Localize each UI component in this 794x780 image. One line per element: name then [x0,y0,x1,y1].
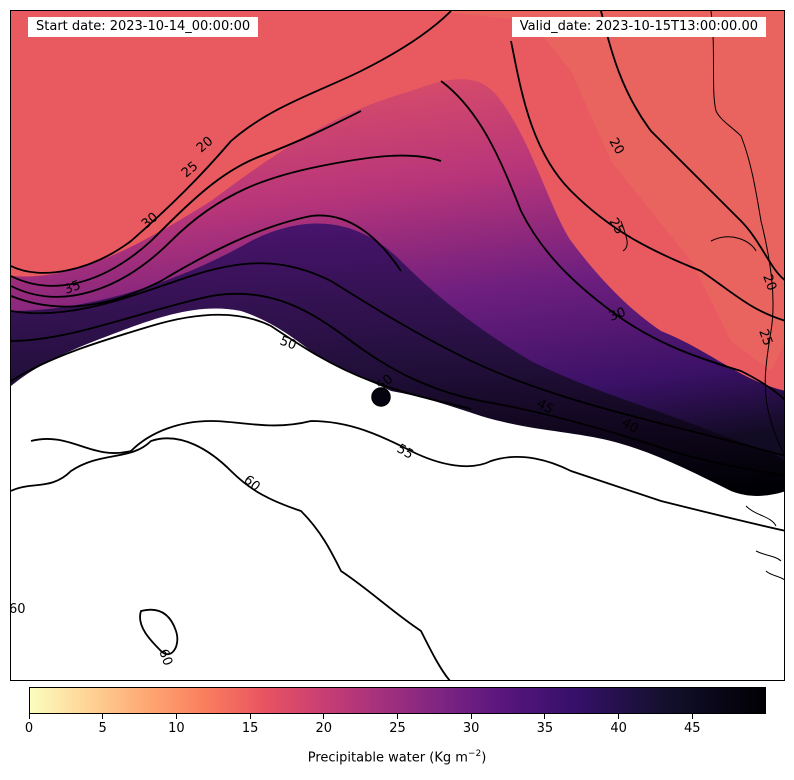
start-date-label: Start date: 2023-10-14_00:00:00 [28,17,259,37]
map-panel: 20 25 30 35 50 50 55 60 45 40 30 25 20 2… [10,10,785,681]
contour-30-east [440,80,784,401]
precipitable-water-map: 20 25 30 35 50 50 55 60 45 40 30 25 20 2… [11,11,784,680]
colorbar-tick-label: 10 [168,721,185,736]
colorbar-tick [544,714,546,719]
contour-label: 25 [606,216,627,238]
colorbar-tick [323,714,325,719]
contour-45-main [11,292,784,477]
contour-label: 50 [278,334,299,354]
contour-label: 40 [619,415,641,436]
colorbar-tick [28,714,30,719]
contour-label: 20 [606,136,627,158]
colorbar-title-suffix: ) [481,750,487,766]
colorbar-tick-label: 5 [98,721,107,736]
colorbar-tick-label: 0 [24,721,34,736]
contour-label: 60 [11,602,26,617]
colorbar-tick-label: 25 [389,721,406,736]
colorbar-tick [618,714,620,719]
colorbar [29,687,766,714]
contour-20-west [11,11,452,274]
saturated-region [11,308,784,680]
moisture-cell [371,387,391,407]
contour-35-west [11,214,402,308]
colorbar-tick-label: 20 [315,721,333,736]
valid-date-label: Valid_date: 2023-10-15T13:00:00.00 [511,17,766,37]
colorbar-tick [397,714,398,719]
contour-label: 35 [62,278,83,298]
colorbar-tick [249,714,251,719]
contour-60-island [139,608,179,656]
contour-label: 20 [759,272,779,293]
contour-label: 55 [394,441,416,462]
colorbar-tick-label: 30 [462,721,480,736]
colorbar-title-superscript: −2 [467,749,482,759]
colorbar-tick-label: 40 [610,721,627,736]
contour-label: 45 [534,396,556,417]
colorbar-tick-label: 45 [684,721,701,736]
colorbar-tick [175,714,177,719]
colorbar-tick-label: 35 [536,721,554,736]
contour-label: 30 [607,305,628,325]
colorbar-tick [102,714,104,719]
colorbar-tick-label: 15 [241,721,259,736]
contour-55 [30,420,784,532]
colorbar-title: Precipitable water (Kg m−2) [0,749,794,765]
coastline-cape [620,220,757,252]
contour-label: 60 [155,647,175,668]
moisture-region-20-25 [11,11,784,371]
coastline-islands-se [745,505,784,581]
contour-50-main [11,313,472,410]
coastlines [620,11,784,581]
contour-lines [11,11,784,680]
colorbar-title-text: Precipitable water (Kg m [307,750,468,766]
contour-25-west [11,110,362,287]
contour-label: 25 [755,327,775,348]
colorbar-tick [691,714,693,719]
colorbar-tick [470,714,472,719]
coastline-east-coast [710,11,784,456]
contour-30-west [11,154,442,298]
contour-north-east-20 [600,11,784,281]
contour-60 [11,437,451,680]
contour-40-main [11,262,784,457]
contour-north-east-25 [510,40,784,322]
